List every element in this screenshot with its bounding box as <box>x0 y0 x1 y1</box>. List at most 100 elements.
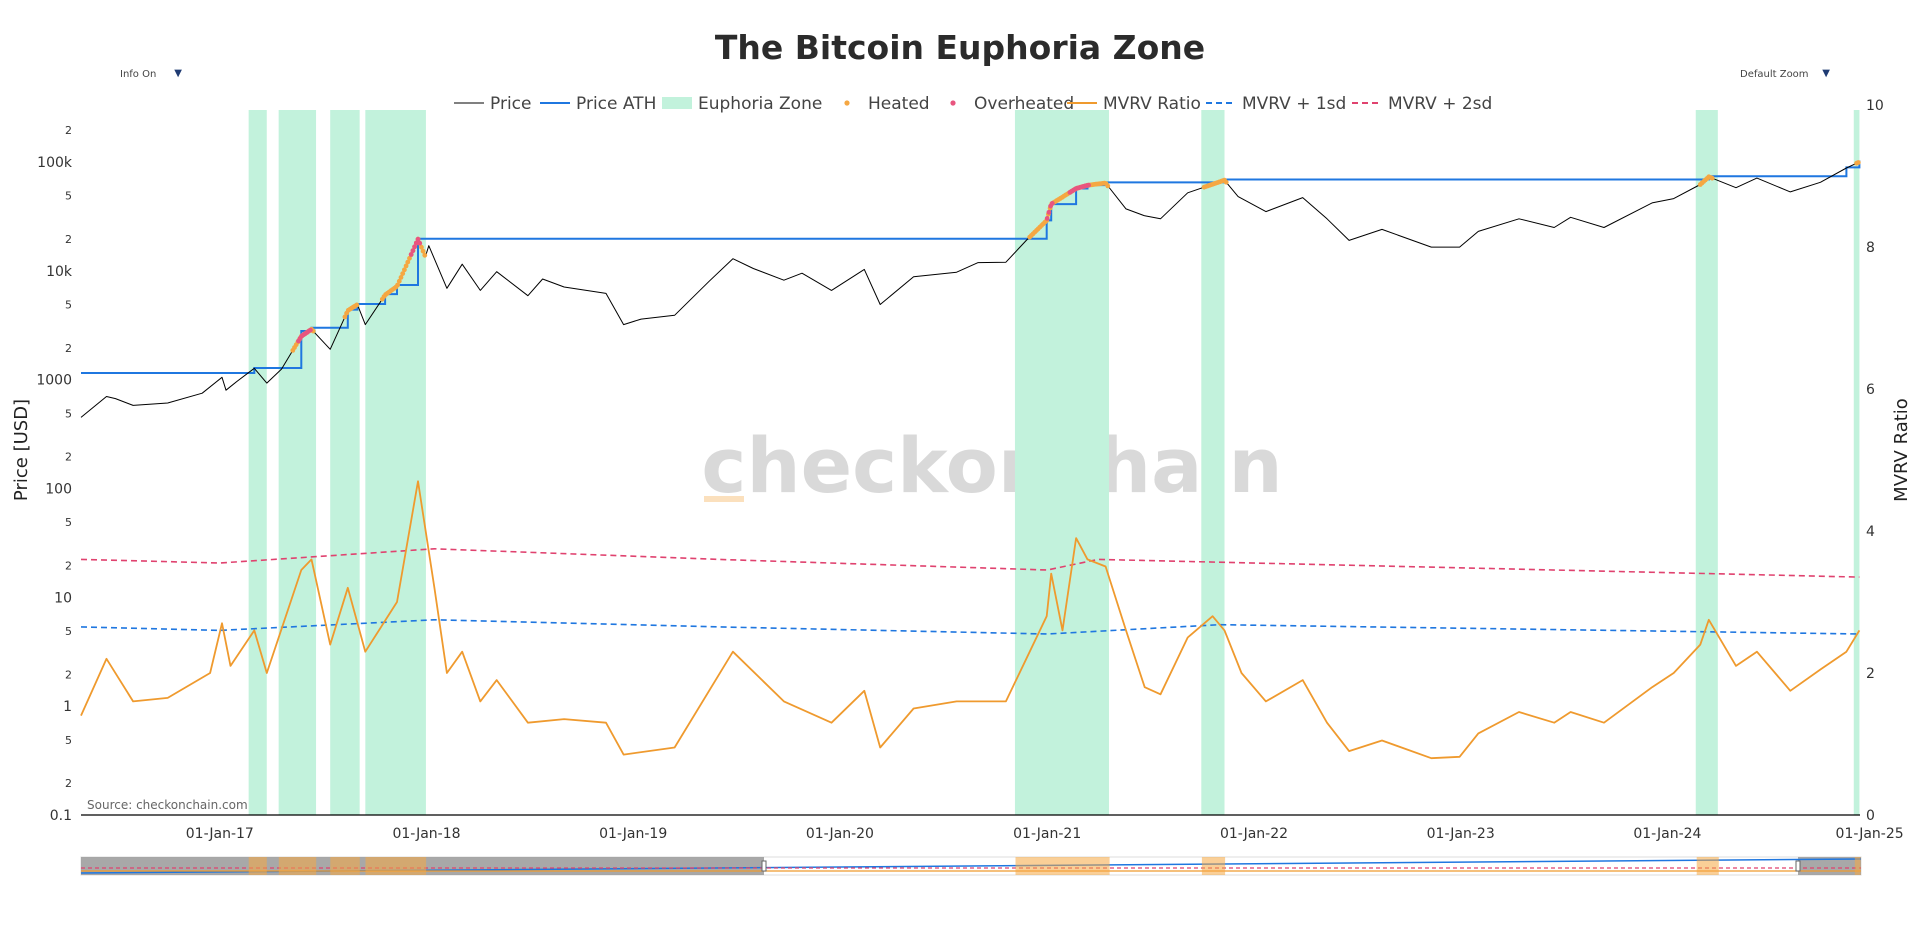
range-slider-zone <box>1696 857 1719 875</box>
heated-marker <box>419 244 424 250</box>
euphoria-zones <box>248 110 1860 815</box>
y-left-tick-label: 5 <box>65 625 72 638</box>
legend-item-label: Euphoria Zone <box>698 94 822 114</box>
heated-marker <box>403 263 409 269</box>
y-right-tick-label: 8 <box>1866 240 1875 256</box>
heated-marker <box>395 282 400 288</box>
y-right-tick-label: 6 <box>1866 382 1875 398</box>
y-left-tick-label: 2 <box>65 233 72 246</box>
y-left-tick-label: 5 <box>65 407 72 420</box>
legend-item-label: MVRV + 2sd <box>1388 94 1492 114</box>
y-left-tick-label: 5 <box>65 734 72 747</box>
chart-title: The Bitcoin Euphoria Zone <box>715 28 1205 67</box>
y-left-tick-label: 2 <box>65 451 72 464</box>
range-slider[interactable] <box>80 856 1862 876</box>
range-slider-zone <box>1015 857 1110 875</box>
range-slider-zone <box>1854 857 1861 875</box>
range-slider-zone <box>365 857 427 875</box>
heated-marker <box>407 255 412 261</box>
overheated-marker <box>410 248 416 254</box>
legend-item-label: MVRV Ratio <box>1103 94 1201 114</box>
y-left-tick-label: 2 <box>65 560 72 573</box>
legend[interactable]: Price Price ATH Euphoria Zone Heated Overhea… <box>454 94 1492 114</box>
heated-marker <box>420 248 426 254</box>
heated-marker <box>1855 160 1861 165</box>
y-right-tick-label: 10 <box>1866 98 1884 114</box>
y-left-tick-label: 5 <box>65 190 72 203</box>
x-tick-label: 01-Jan-20 <box>806 826 874 842</box>
overheated-marker <box>408 252 414 257</box>
heated-marker <box>398 275 404 280</box>
legend-item-label: Overheated <box>974 94 1074 114</box>
y-left-tick-label: 1000 <box>36 373 72 389</box>
x-tick-label: 01-Jan-18 <box>392 826 460 842</box>
x-tick-label: 01-Jan-19 <box>599 826 667 842</box>
legend-item-label: Price <box>490 94 531 114</box>
euphoria-zone-band <box>330 110 360 815</box>
info-toggle-label: Info On <box>120 69 157 80</box>
range-slider-zone <box>278 857 317 875</box>
y-right-tick-label: 2 <box>1866 666 1875 682</box>
overheated-marker <box>415 236 421 242</box>
euphoria-zone-band <box>248 110 267 815</box>
y-left-tick-label: 1 <box>63 699 72 715</box>
heated-marker <box>396 278 402 284</box>
zoom-label: Default Zoom <box>1740 69 1809 80</box>
y-left-tick-label: 10k <box>46 264 73 280</box>
y-left-tick-label: 2 <box>65 124 72 137</box>
heated-marker <box>405 259 411 265</box>
heated-marker <box>402 267 407 273</box>
y-left-tick-label: 100k <box>37 155 73 171</box>
y-left-tick-label: 5 <box>65 299 72 312</box>
info-toggle-dropdown[interactable]: Info On ▼ <box>110 64 192 86</box>
x-tick-label: 01-Jan-25 <box>1836 826 1904 842</box>
y-left-tick-label: 2 <box>65 342 72 355</box>
y-axis-right-label: MVRV Ratio <box>1891 398 1912 502</box>
watermark: checkonchain <box>701 421 1282 510</box>
overheated-marker <box>1044 216 1050 221</box>
y-left-tick-label: 5 <box>65 516 72 529</box>
source-note: Source: checkonchain.com <box>87 798 248 812</box>
overheated-marker <box>413 240 419 246</box>
euphoria-zone-band <box>365 110 426 815</box>
x-tick-label: 01-Jan-24 <box>1633 826 1701 842</box>
euphoria-zone-band <box>1201 110 1225 815</box>
y-left-tick-label: 100 <box>45 482 72 498</box>
x-tick-label: 01-Jan-23 <box>1427 826 1495 842</box>
zoom-dropdown[interactable]: Default Zoom ▼ <box>1730 64 1840 86</box>
legend-item-label: Price ATH <box>576 94 656 114</box>
range-slider-handle-right <box>1795 860 1801 872</box>
heated-markers <box>290 160 1861 353</box>
legend-swatch <box>844 100 850 106</box>
range-slider-zone <box>1201 857 1226 875</box>
y-left-tick-label: 2 <box>65 668 72 681</box>
heated-marker <box>422 252 428 258</box>
heated-marker <box>400 271 406 276</box>
overheated-marker <box>412 244 417 250</box>
range-slider-handle-left <box>761 860 767 872</box>
overheated-marker <box>1086 182 1091 188</box>
overheated-marker <box>1046 209 1052 215</box>
legend-item-label: MVRV + 1sd <box>1242 94 1346 114</box>
y-axis-left-label: Price [USD] <box>11 399 32 501</box>
chevron-down-icon: ▼ <box>1822 68 1830 79</box>
x-tick-label: 01-Jan-21 <box>1013 826 1081 842</box>
y-right-tick-label: 4 <box>1866 524 1875 540</box>
range-slider-zone <box>330 857 360 875</box>
euphoria-zone-band <box>1695 110 1718 815</box>
x-tick-label: 01-Jan-22 <box>1220 826 1288 842</box>
heated-marker <box>354 302 360 308</box>
y-left-tick-label: 0.1 <box>50 808 72 824</box>
euphoria-zone-band <box>1853 110 1860 815</box>
mvrv-ratio-line <box>80 480 1861 760</box>
heated-marker <box>1709 175 1715 181</box>
legend-swatch <box>950 100 956 106</box>
overheated-marker <box>1049 201 1055 206</box>
axes: 0.1 2 5 1 2 5 10 2 5 100 2 5 1000 2 5 10k 2 5 100k 2 0 2 4 6 8 10… <box>36 98 1903 842</box>
watermark-underscore <box>704 496 744 502</box>
x-tick-label: 01-Jan-17 <box>186 826 254 842</box>
legend-swatch <box>662 97 692 109</box>
heated-marker <box>1105 183 1111 189</box>
y-left-tick-label: 2 <box>65 777 72 790</box>
